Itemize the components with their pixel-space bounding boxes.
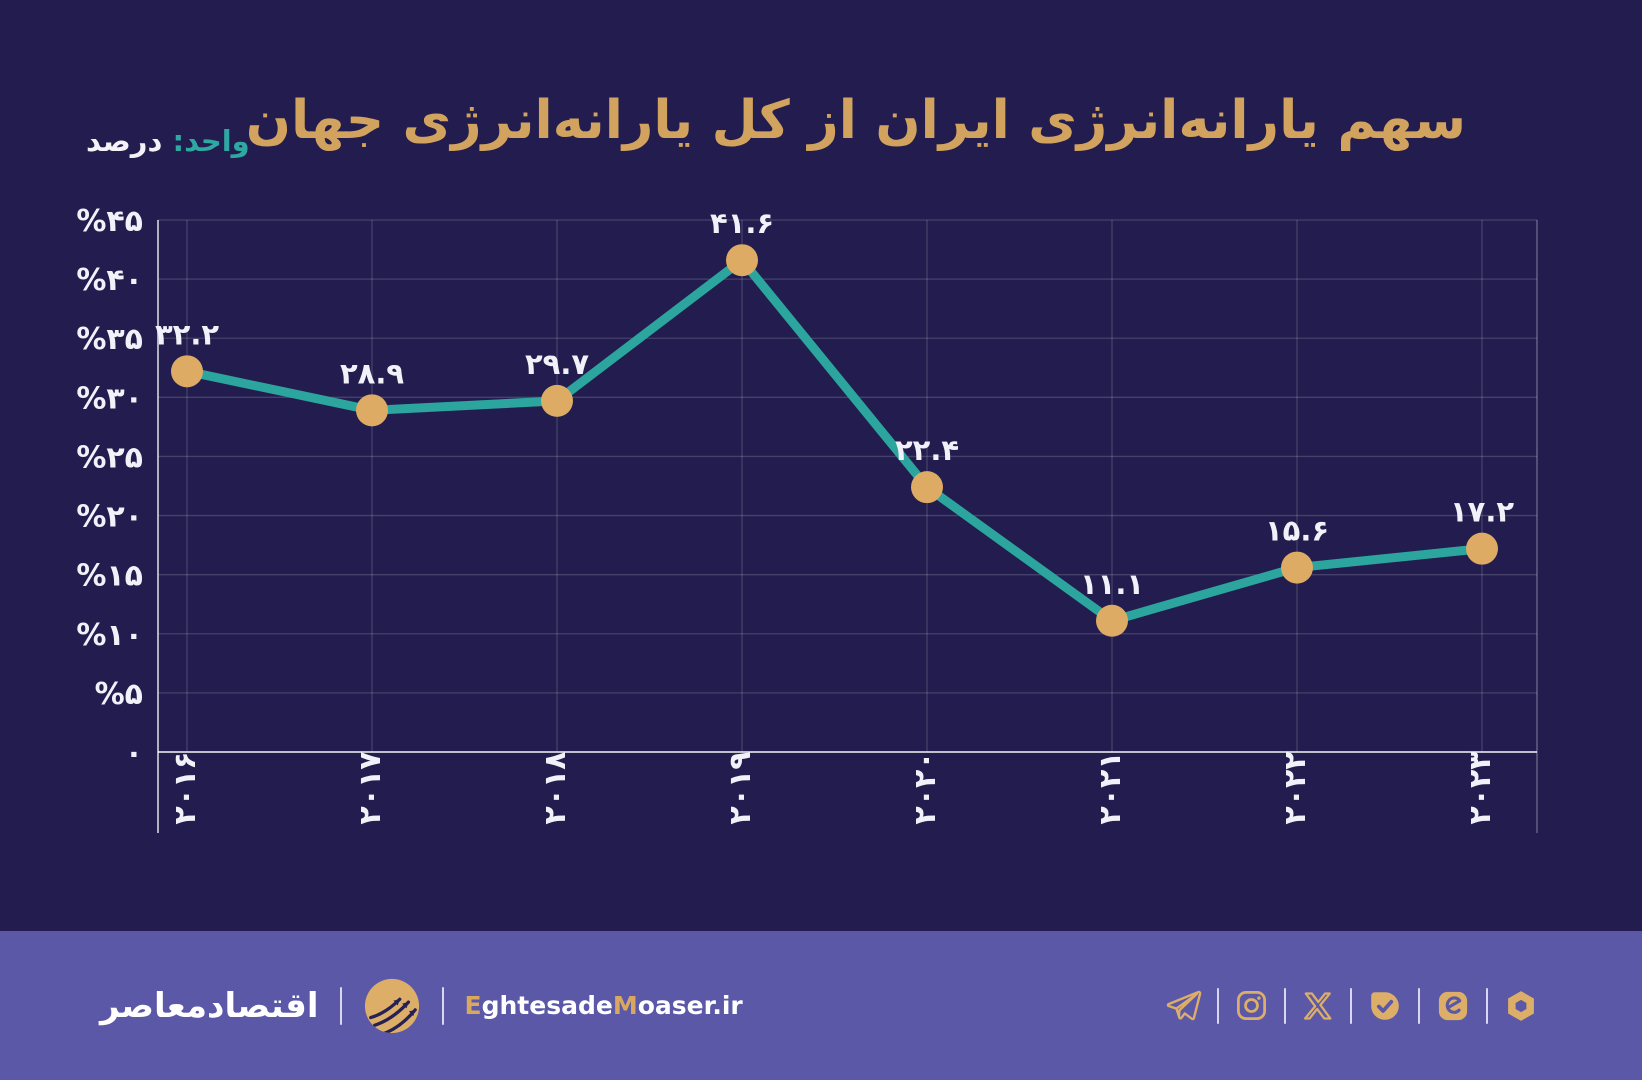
data-line xyxy=(182,255,1487,626)
x-tick-label: ۲۰۲۳ xyxy=(1463,751,1498,824)
data-point xyxy=(1096,604,1128,637)
y-tick-label: %۴۵ xyxy=(76,204,143,239)
rubika-icon[interactable] xyxy=(1503,988,1539,1024)
data-point xyxy=(1281,551,1313,584)
y-tick-label: %۳۵ xyxy=(76,322,143,357)
y-tick-label: %۵ xyxy=(95,677,143,712)
data-point-label: ۲۲.۴ xyxy=(895,433,959,467)
divider xyxy=(339,986,342,1025)
data-point-label: ۱۱.۱ xyxy=(1080,567,1144,601)
data-point-label: ۱۷.۲ xyxy=(1450,495,1514,529)
data-point xyxy=(726,244,758,277)
divider xyxy=(1217,987,1219,1024)
data-point xyxy=(356,394,388,427)
telegram-icon[interactable] xyxy=(1164,987,1202,1025)
divider xyxy=(1350,987,1352,1024)
divider xyxy=(1284,987,1286,1024)
x-tick-label: ۲۰۲۱ xyxy=(1093,751,1128,824)
data-point xyxy=(171,355,203,388)
data-point xyxy=(541,384,573,417)
data-point-label: ۱۵.۶ xyxy=(1265,514,1329,548)
data-point-label: ۴۱.۶ xyxy=(710,206,774,240)
x-tick-label: ۲۰۱۸ xyxy=(538,751,573,824)
y-tick-label: %۳۰ xyxy=(76,381,143,416)
data-point-label: ۲۹.۷ xyxy=(525,347,589,381)
social-icons-group xyxy=(1164,987,1539,1025)
x-tick-label: ۲۰۲۰ xyxy=(908,751,943,824)
y-tick-label: %۴۰ xyxy=(76,263,143,298)
y-tick-label: %۲۰ xyxy=(76,500,143,535)
divider xyxy=(1418,987,1420,1024)
data-point xyxy=(911,471,943,504)
y-tick-label: %۲۵ xyxy=(76,440,143,475)
bale-icon[interactable] xyxy=(1367,988,1403,1024)
energy-subsidy-line-chart: ۰ %۵ %۱۰ %۱۵ %۲۰ %۲۵ %۳۰ %۳۵ %۴۰ %۴۵ ۳۲.۲ ۲۸.۹ ۲۹.۷ ۴… xyxy=(76,204,1538,833)
data-point xyxy=(1466,532,1498,565)
x-tick-label: ۲۰۱۷ xyxy=(353,751,388,824)
footer-bar: اقتصادمعاصر xyxy=(0,931,1642,1080)
footer-brand-group: اقتصادمعاصر xyxy=(100,977,743,1035)
y-tick-label: %۱۰ xyxy=(76,618,143,653)
x-tick-label: ۲۰۱۹ xyxy=(723,751,758,824)
data-point-label: ۳۲.۲ xyxy=(155,317,219,351)
unit-caption: واحد: درصد xyxy=(86,124,250,158)
divider xyxy=(1486,987,1488,1024)
unit-label: واحد: xyxy=(172,124,250,158)
eitaa-icon[interactable] xyxy=(1435,988,1471,1024)
instagram-icon[interactable] xyxy=(1234,988,1269,1023)
y-tick-label: %۱۵ xyxy=(76,559,143,594)
brand-name-persian: اقتصادمعاصر xyxy=(100,985,319,1026)
divider xyxy=(441,986,444,1025)
website-url[interactable]: EghtesadeMoaser.ir xyxy=(464,991,743,1020)
x-tick-label: ۲۰۱۶ xyxy=(168,751,203,824)
y-tick-label: ۰ xyxy=(125,736,143,771)
brand-logo-icon xyxy=(363,977,421,1035)
x-tick-label: ۲۰۲۲ xyxy=(1278,751,1313,824)
data-point-label: ۲۸.۹ xyxy=(340,356,404,390)
unit-value: درصد xyxy=(86,124,163,158)
chart-title: سهم یارانه‌انرژی ایران از کل یارانه‌انرژ… xyxy=(245,90,1467,151)
x-twitter-icon[interactable] xyxy=(1301,989,1335,1023)
